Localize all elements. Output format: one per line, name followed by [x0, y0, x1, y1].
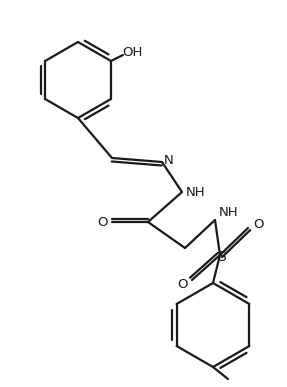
Text: O: O: [97, 216, 107, 228]
Text: OH: OH: [123, 46, 143, 60]
Text: S: S: [218, 250, 226, 264]
Text: NH: NH: [186, 185, 206, 199]
Text: N: N: [164, 154, 174, 166]
Text: NH: NH: [219, 205, 239, 219]
Text: O: O: [177, 277, 187, 291]
Text: O: O: [253, 217, 263, 231]
